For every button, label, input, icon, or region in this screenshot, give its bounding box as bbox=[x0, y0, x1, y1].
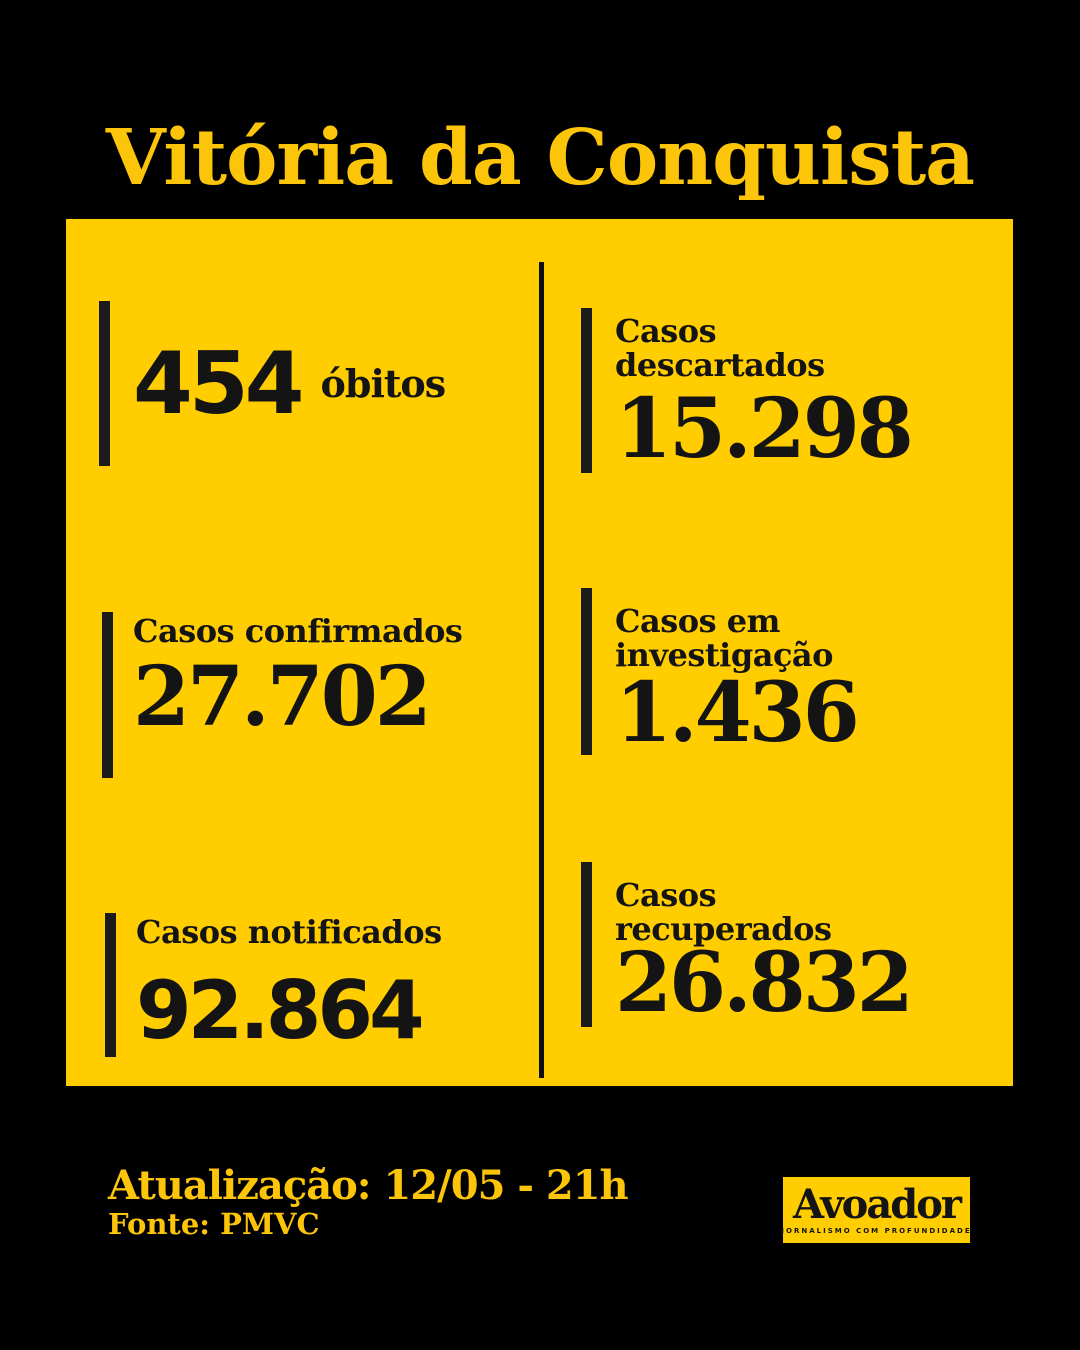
stat-recovered-cases: Casos recuperados 26.832 bbox=[581, 862, 914, 1032]
stat-value: 26.832 bbox=[615, 935, 914, 1032]
accent-bar bbox=[99, 301, 110, 466]
stat-label-line1: Casos em bbox=[615, 602, 780, 640]
logo-wordmark: Avoador bbox=[793, 1180, 962, 1228]
accent-bar bbox=[581, 862, 592, 1027]
stat-value: 27.702 bbox=[133, 649, 432, 746]
stat-value: 1.436 bbox=[615, 665, 860, 762]
stat-deaths: 454 óbitos bbox=[99, 301, 447, 466]
update-timestamp: Atualização: 12/05 - 21h bbox=[108, 1162, 629, 1209]
stat-label: óbitos bbox=[320, 361, 447, 406]
accent-bar bbox=[105, 913, 116, 1057]
column-divider bbox=[539, 262, 544, 1078]
stat-label: Casos notificados bbox=[136, 913, 442, 951]
stat-label-line2: recuperados bbox=[615, 910, 832, 949]
logo-tagline: JORNALISMO COM PROFUNDIDADE bbox=[781, 1226, 972, 1235]
source-credit: Fonte: PMVC bbox=[108, 1207, 320, 1241]
stat-label: Casos confirmados bbox=[133, 612, 463, 650]
stat-value: 454 bbox=[133, 333, 305, 434]
stat-label-line1: Casos bbox=[615, 876, 717, 914]
accent-bar bbox=[581, 308, 592, 473]
stat-confirmed-cases: Casos confirmados 27.702 bbox=[102, 612, 463, 778]
stat-content: Casos em investigação 1.436 bbox=[615, 588, 860, 762]
accent-bar bbox=[102, 612, 113, 778]
stat-content: Casos descartados 15.298 bbox=[615, 308, 914, 478]
stat-value: 15.298 bbox=[615, 381, 914, 478]
stats-card: 454 óbitos Casos confirmados 27.702 Caso… bbox=[66, 219, 1013, 1086]
stat-label-line2: investigação bbox=[615, 636, 833, 675]
stat-content: Casos confirmados 27.702 bbox=[133, 612, 463, 778]
stat-notified-cases: Casos notificados 92.864 bbox=[105, 913, 442, 1057]
stat-discarded-cases: Casos descartados 15.298 bbox=[581, 308, 914, 478]
accent-bar bbox=[581, 588, 592, 755]
publisher-logo: Avoador JORNALISMO COM PROFUNDIDADE bbox=[781, 1177, 972, 1243]
stat-under-investigation: Casos em investigação 1.436 bbox=[581, 588, 860, 762]
stat-content: 454 óbitos bbox=[133, 301, 447, 466]
stat-label-line2: descartados bbox=[615, 346, 825, 385]
stat-content: Casos recuperados 26.832 bbox=[615, 862, 914, 1032]
stat-content: Casos notificados 92.864 bbox=[136, 913, 442, 1057]
stat-label-line1: Casos bbox=[615, 312, 717, 350]
page-title: Vitória da Conquista bbox=[105, 113, 975, 203]
stat-value: 92.864 bbox=[136, 964, 425, 1058]
